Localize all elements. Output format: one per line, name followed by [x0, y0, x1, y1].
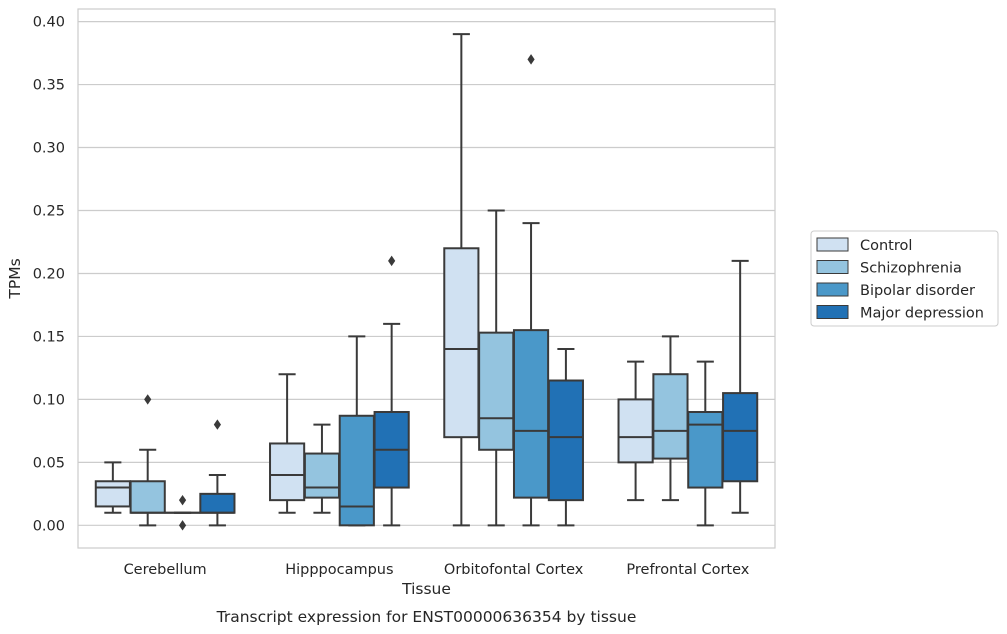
- box-1-3: [652, 335, 689, 502]
- boxes: [94, 33, 759, 531]
- y-tick-label: 0.20: [33, 266, 65, 282]
- legend-item: Bipolar disorder: [816, 282, 975, 299]
- box-0-3: [617, 360, 654, 502]
- box-0-2: [443, 33, 480, 527]
- legend-label: Bipolar disorder: [860, 283, 975, 299]
- legend: Control Schizophrenia Bipolar disorder Majo…: [810, 230, 999, 327]
- y-tick-label: 0.40: [33, 15, 65, 31]
- y-tick-label: 0.25: [33, 203, 65, 219]
- legend-label: Major depression: [860, 306, 984, 322]
- box-body: [199, 492, 236, 514]
- box-body: [547, 379, 584, 502]
- box-0-0: [94, 461, 131, 514]
- y-tick-label: 0.15: [33, 329, 65, 345]
- box-body: [443, 247, 480, 439]
- x-tick-label: Orbitofontal Cortex: [444, 562, 584, 578]
- y-tick-label: 0.10: [33, 392, 65, 408]
- x-axis-ticks: Cerebellum Hipppocampus Orbitofontal Corte…: [124, 562, 750, 578]
- x-tick-label: Prefrontal Cortex: [626, 562, 749, 578]
- legend-swatch: [816, 282, 849, 297]
- box-2-3: [687, 360, 724, 527]
- box-body: [338, 414, 375, 527]
- legend-frame: [810, 230, 999, 327]
- box-0-1: [269, 373, 306, 514]
- box-body: [687, 410, 724, 489]
- y-tick-label: 0.00: [33, 518, 65, 534]
- box-1-0: [129, 394, 166, 527]
- outlier-point: [178, 494, 187, 506]
- outlier-point: [527, 54, 535, 65]
- box-body: [269, 442, 306, 502]
- box-3-0: [199, 419, 236, 527]
- box-3-1: [373, 255, 410, 527]
- y-tick-label: 0.05: [33, 455, 65, 471]
- box-body: [512, 329, 550, 499]
- legend-item: Schizophrenia: [816, 260, 962, 277]
- x-tick-label: Hipppocampus: [285, 562, 393, 578]
- box-1-1: [303, 423, 341, 514]
- outlier-point: [144, 394, 152, 405]
- box-3-2: [547, 348, 584, 527]
- y-axis-ticks: 0.00 0.05 0.10 0.15 0.20 0.25 0.30 0.35 0.40: [33, 15, 65, 535]
- legend-item: Control: [816, 237, 912, 254]
- x-axis-label: Tissue: [401, 580, 451, 598]
- legend-swatch: [816, 237, 849, 252]
- chart-caption: Transcript expression for ENST0000063635…: [216, 608, 637, 626]
- box-body: [129, 480, 166, 514]
- plot-area-frame: [77, 8, 776, 549]
- box-2-0: [164, 494, 201, 531]
- box-body: [94, 480, 131, 508]
- legend-label: Control: [860, 238, 912, 254]
- box-body: [722, 392, 759, 483]
- box-body: [303, 452, 341, 499]
- box-body: [652, 373, 689, 460]
- box-body: [617, 398, 654, 464]
- y-tick-label: 0.30: [33, 141, 65, 157]
- outlier-point: [178, 520, 187, 531]
- box-2-2: [512, 54, 550, 527]
- gridlines: [78, 20, 775, 526]
- box-3-3: [722, 259, 759, 514]
- legend-swatch: [816, 305, 849, 319]
- y-axis-label: TPMs: [6, 258, 24, 299]
- legend-label: Schizophrenia: [860, 261, 962, 277]
- outlier-point: [213, 419, 221, 430]
- legend-item: Major depression: [816, 305, 984, 322]
- box-1-2: [478, 209, 515, 527]
- x-tick-label: Cerebellum: [124, 562, 207, 578]
- outlier-point: [388, 255, 396, 267]
- box-2-1: [338, 335, 375, 527]
- box-body: [478, 331, 515, 451]
- y-tick-label: 0.35: [33, 78, 65, 94]
- legend-swatch: [816, 260, 849, 274]
